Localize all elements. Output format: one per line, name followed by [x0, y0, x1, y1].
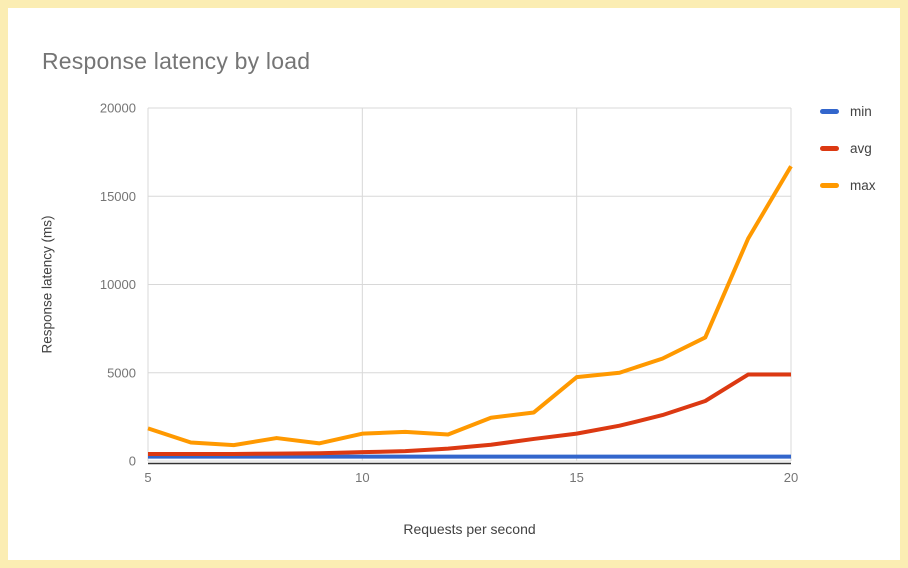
legend-label: min: [850, 103, 872, 119]
y-tick-label: 20000: [100, 101, 136, 116]
y-tick-label: 15000: [100, 189, 136, 204]
plot-area: 5 10 15 20 0 5000 10000 15000 20000: [100, 101, 798, 486]
series-line-avg: [148, 372, 791, 456]
x-tick-label: 20: [784, 470, 798, 485]
x-tick-label: 5: [144, 470, 151, 485]
legend-item-avg: avg: [820, 137, 876, 159]
legend: min avg max: [820, 100, 876, 211]
y-tick-label: 0: [129, 454, 136, 469]
y-tick-label: 10000: [100, 277, 136, 292]
legend-label: max: [850, 177, 876, 193]
x-axis-title: Requests per second: [403, 521, 536, 537]
series-line-max: [147, 165, 793, 448]
x-tick-label: 15: [569, 470, 583, 485]
legend-item-max: max: [820, 174, 876, 196]
y-tick-label: 5000: [107, 365, 136, 380]
legend-item-min: min: [820, 100, 876, 122]
legend-swatch-min-icon: [820, 108, 839, 114]
x-tick-label: 10: [355, 470, 369, 485]
legend-swatch-max-icon: [820, 182, 839, 188]
legend-swatch-avg-icon: [820, 145, 839, 151]
legend-label: avg: [850, 140, 872, 156]
y-axis-title: Response latency (ms): [39, 215, 55, 354]
chart-title: Response latency by load: [42, 48, 311, 74]
